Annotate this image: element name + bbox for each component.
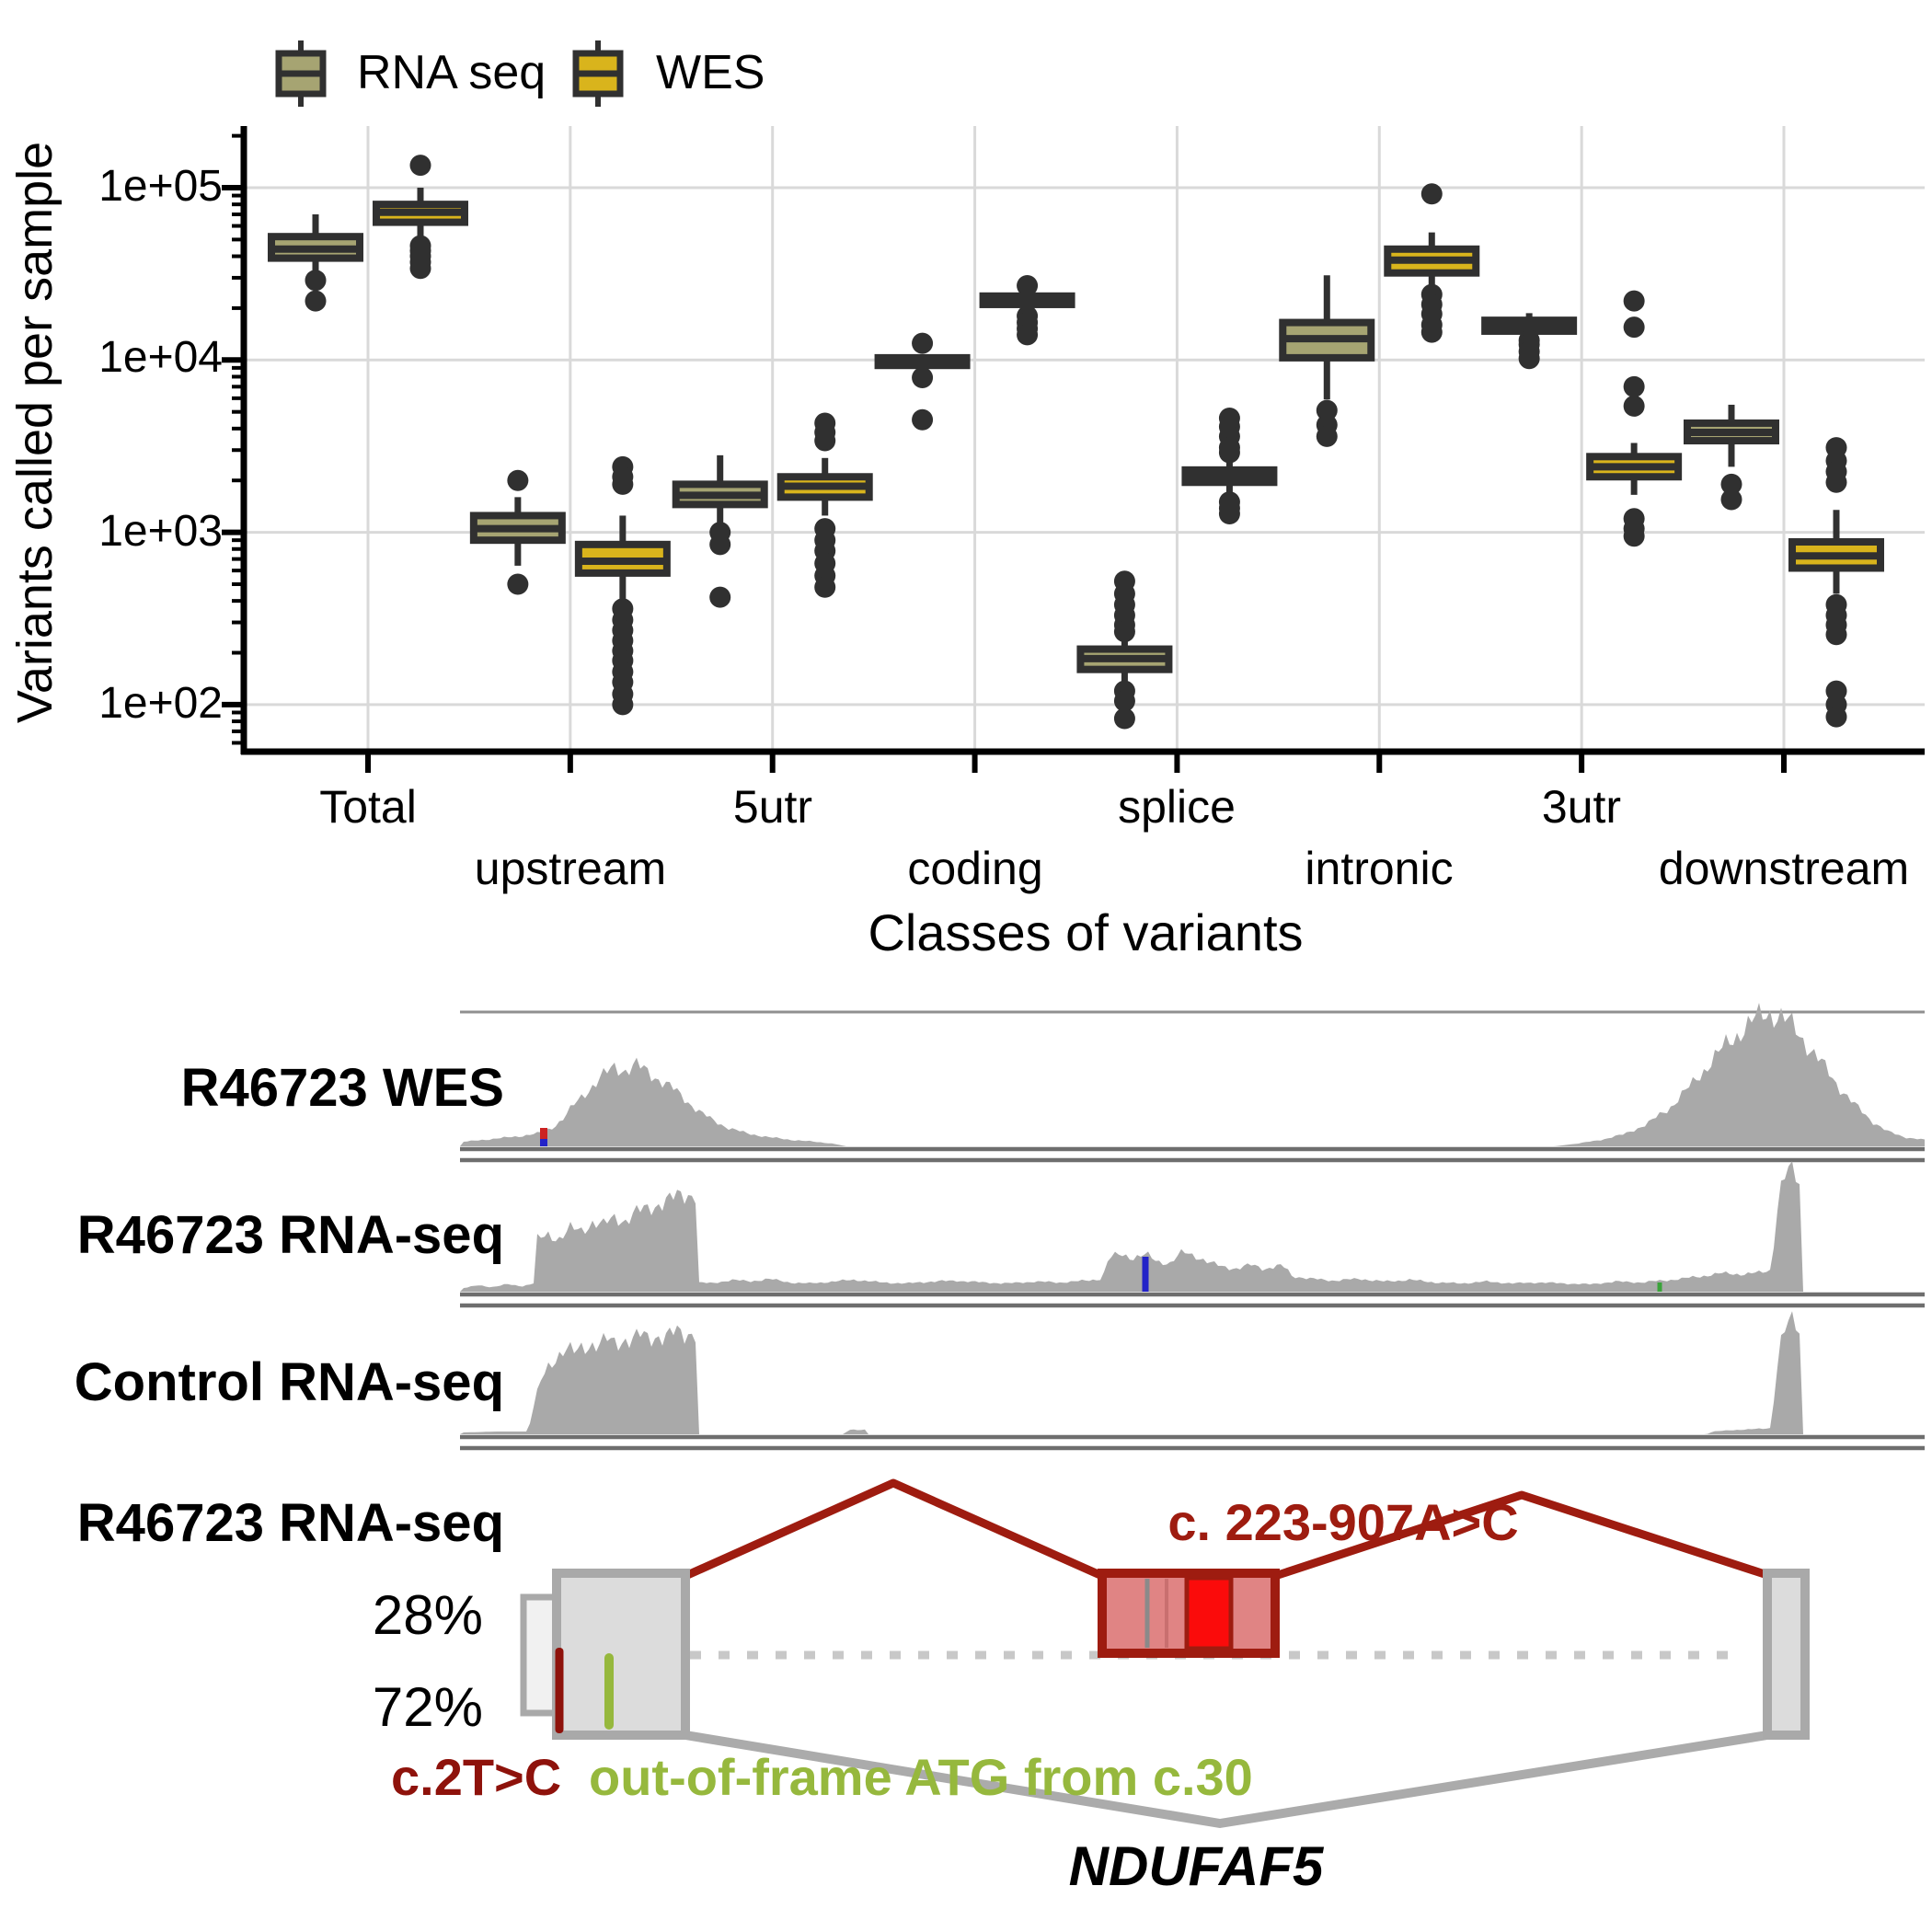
outlier-dot [814,576,836,598]
outlier-dot [1113,707,1135,730]
first-exon-box [552,1569,690,1740]
outlier-dot [1017,275,1039,297]
y-tick-label-1e03: 1e+03 [98,507,223,556]
coverage-area [460,1311,1925,1434]
outlier-dot [1623,290,1645,312]
outlier-dot [1720,489,1742,511]
outlier-dot [1825,624,1847,646]
annotation-atg: out-of-frame ATG from c.30 [589,1748,1253,1806]
outlier-dot [1623,395,1645,417]
variant-mark [1657,1282,1662,1292]
outlier-dot [912,366,934,388]
last-exon-box [1763,1569,1810,1740]
category-label-total: Total [319,781,417,833]
outlier-dot [409,155,431,177]
outlier-dot [1623,316,1645,339]
outlier-dot [1218,503,1240,525]
outlier-dot [814,430,836,452]
outlier-dot [709,586,731,608]
outlier-dot [305,270,327,292]
track-label-sashimi: R46723 RNA-seq [76,1493,504,1553]
category-label-3utr: 3utr [1541,781,1622,833]
outlier-dot [305,290,327,312]
outlier-dot [912,332,934,354]
outlier-dot [1720,473,1742,495]
category-label-splice: splice [1118,781,1236,833]
outlier-dot [1113,690,1135,712]
splice-junction-gray [684,1731,1768,1828]
category-label-downstream: downstream [1658,843,1910,894]
category-label-upstream: upstream [474,843,667,894]
outlier-dot [1218,442,1240,464]
outlier-dot [507,573,529,595]
track-label-control: Control RNA-seq [74,1352,504,1412]
category-label-5utr: 5utr [732,781,813,833]
track-label-wes: R46723 WES [180,1058,504,1118]
variant-tick-c2tc [555,1648,564,1733]
y-tick-label-1e02: 1e+02 [98,679,223,728]
annotation-pseudoexon-variant: c. 223-907A>C [1167,1493,1519,1551]
y-tick-label-1e04: 1e+04 [98,333,223,382]
variant-mark [540,1139,547,1146]
outlier-dot [1316,425,1338,447]
variant-mark [1142,1257,1149,1292]
outlier-dot [1825,706,1847,728]
category-label-coding: coding [907,843,1043,894]
pseudoexon-variant-segment [1184,1575,1234,1651]
outlier-dot [1017,324,1039,346]
coverage-area [460,1003,1925,1146]
outlier-dot [507,469,529,491]
y-tick-label-1e05: 1e+05 [98,162,223,211]
splice-junction-red [1273,1490,1769,1581]
gene-name: NDUFAF5 [1068,1835,1324,1897]
splice-junction-red [684,1478,1104,1581]
category-label-intronic: intronic [1305,843,1454,894]
atg-tick [604,1653,614,1730]
outlier-dot [1420,321,1443,343]
coverage-area [460,1161,1925,1292]
outlier-dot [1623,525,1645,547]
outlier-dot [409,258,431,280]
junction-percent-bottom: 72% [372,1676,483,1738]
variant-mark [540,1128,547,1139]
outlier-dot [709,534,731,556]
legend-label-wes: WES [656,46,765,99]
outlier-dot [912,408,934,431]
junction-percent-top: 28% [372,1584,483,1646]
legend-label-rna-seq: RNA seq [357,46,546,99]
x-axis-title: Classes of variants [868,903,1304,961]
outlier-dot [1518,348,1540,370]
annotation-start-variant: c.2T>C [391,1748,562,1806]
outlier-dot [1825,471,1847,493]
y-axis-title: Variants called per sample [7,141,63,724]
outlier-dot [1420,183,1443,205]
outlier-dot [1316,399,1338,421]
track-label-rna-seq: R46723 RNA-seq [76,1205,504,1265]
outlier-dot [1113,621,1135,643]
outlier-dot [1623,375,1645,397]
outlier-dot [612,694,634,716]
outlier-dot [612,473,634,495]
